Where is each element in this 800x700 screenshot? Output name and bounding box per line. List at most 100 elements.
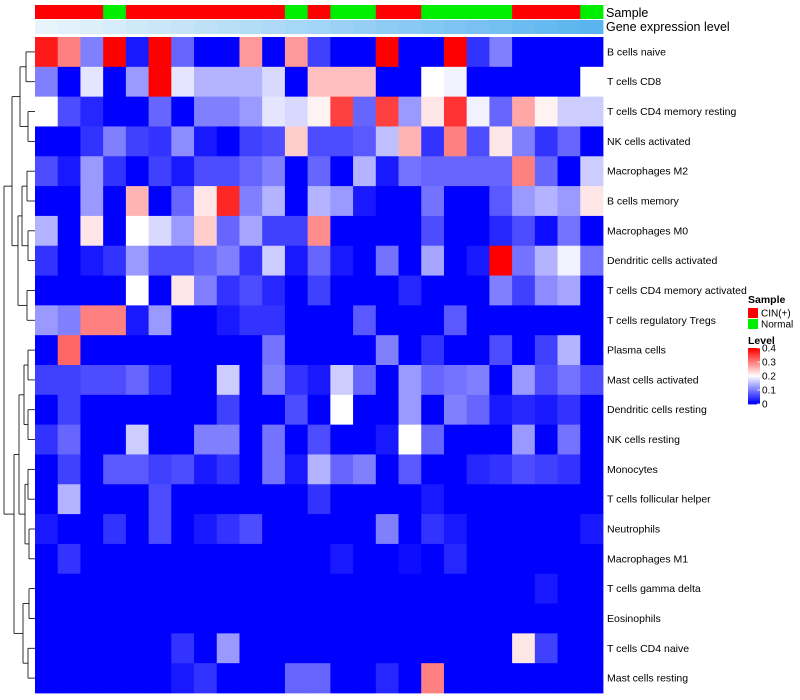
expression-annotation-cell [262, 20, 286, 34]
heatmap-cell [80, 663, 104, 694]
heatmap-cell [57, 454, 81, 485]
legend-gradient-step [748, 399, 760, 402]
heatmap-cell [171, 37, 195, 68]
legend-tick-label: 0 [762, 400, 768, 411]
heatmap-cell [284, 543, 309, 575]
heatmap-cell [466, 96, 490, 127]
heatmap-cell [443, 126, 468, 157]
heatmap-cell [443, 633, 468, 664]
sample-annotation-cell [330, 5, 354, 19]
heatmap-cell [216, 514, 240, 545]
heatmap-cell [125, 424, 149, 455]
heatmap-cell [35, 633, 59, 664]
heatmap-cell [330, 633, 354, 664]
sample-annotation-cell [262, 5, 286, 19]
heatmap-cell [125, 305, 149, 336]
row-label: Monocytes [607, 464, 658, 476]
heatmap-cell [35, 96, 59, 127]
heatmap-cell [57, 96, 81, 127]
heatmap-cell [421, 663, 445, 694]
heatmap-cell [534, 245, 558, 276]
heatmap-cell [35, 543, 59, 575]
heatmap-cell [35, 663, 59, 694]
heatmap-cell [103, 663, 127, 694]
heatmap-cell [443, 603, 468, 634]
heatmap-cell [580, 96, 604, 127]
heatmap-cell [443, 305, 468, 336]
heatmap-cell [80, 454, 104, 485]
heatmap-cell [489, 394, 513, 426]
heatmap-cell [125, 66, 149, 98]
heatmap-cell [489, 156, 513, 187]
heatmap-cell [171, 514, 195, 545]
heatmap-cell [512, 275, 536, 306]
heatmap-cell [239, 66, 263, 98]
heatmap-cell [443, 186, 468, 217]
heatmap-cell [284, 484, 309, 515]
heatmap-cell [307, 454, 331, 485]
heatmap-cell [194, 215, 218, 247]
heatmap-cell [580, 633, 604, 664]
heatmap-cell [80, 573, 104, 604]
expression-annotation-cell [466, 20, 490, 34]
heatmap-cell [284, 245, 309, 276]
heatmap-cell [534, 215, 558, 247]
heatmap-cell [171, 484, 195, 515]
heatmap-cell [80, 365, 104, 396]
heatmap-cell [239, 603, 263, 634]
heatmap-cell [353, 603, 377, 634]
expression-annotation-cell [239, 20, 263, 34]
legend-gradient-step [748, 356, 760, 359]
heatmap-cell [557, 603, 581, 634]
heatmap-cell [330, 573, 354, 604]
heatmap-cell [125, 215, 149, 247]
heatmap-cell [171, 186, 195, 217]
heatmap-cell [262, 603, 286, 634]
heatmap-cell [534, 186, 558, 217]
heatmap-cell [557, 454, 581, 485]
row-labels: B cells naive T cells CD8 T cells CD4 memo… [607, 46, 747, 684]
heatmap-cell [148, 335, 172, 366]
heatmap-cell [194, 633, 218, 664]
heatmap-cell [512, 365, 536, 396]
legend: Sample CIN(+)Normal Level 0.4 0.3 0.2 0.1 0 [748, 294, 793, 411]
expression-annotation-cell [353, 20, 377, 34]
heatmap-cell [171, 365, 195, 396]
heatmap-cell [216, 275, 240, 306]
heatmap-cell [171, 633, 195, 664]
sample-annotation-track [35, 5, 604, 19]
heatmap-cell [103, 215, 127, 247]
heatmap-cell [262, 96, 286, 127]
heatmap-cell [171, 305, 195, 336]
heatmap-cell [194, 543, 218, 575]
heatmap-cell [262, 633, 286, 664]
heatmap-cell [80, 37, 104, 68]
heatmap-cell [375, 633, 399, 664]
sample-annotation-cell [80, 5, 104, 19]
row-label: Macrophages M1 [607, 553, 688, 565]
heatmap-cell [103, 424, 127, 455]
expression-annotation-cell [421, 20, 445, 34]
heatmap-cell [489, 126, 513, 157]
expression-annotation-cell [57, 20, 81, 34]
heatmap-cell [534, 543, 558, 575]
heatmap-cell [421, 156, 445, 187]
heatmap-cell [307, 663, 331, 694]
heatmap-cell [512, 543, 536, 575]
heatmap-cell [375, 275, 399, 306]
legend-gradient-step [748, 363, 760, 366]
expression-annotation-cell [216, 20, 240, 34]
heatmap-cell [57, 633, 81, 664]
heatmap-cell [330, 514, 354, 545]
heatmap-cell [307, 484, 331, 515]
heatmap-cell [35, 514, 59, 545]
heatmap-cell [557, 633, 581, 664]
heatmap-cell [80, 305, 104, 336]
heatmap-cell [421, 394, 445, 426]
heatmap-cell [284, 514, 309, 545]
heatmap-cell [489, 275, 513, 306]
heatmap-cell [375, 424, 399, 455]
heatmap-cell [103, 335, 127, 366]
sample-annotation-cell [466, 5, 490, 19]
legend-label: Normal [761, 320, 793, 331]
